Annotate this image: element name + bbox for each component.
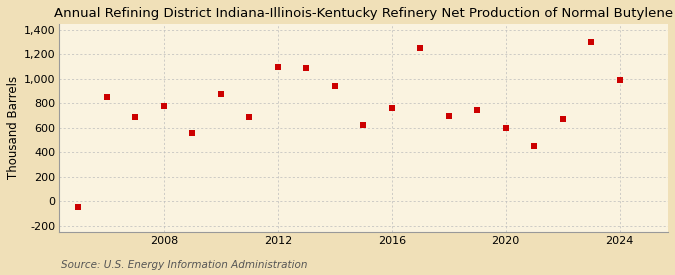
Point [73, 205, 84, 210]
Point [358, 123, 369, 127]
Point [472, 107, 483, 112]
Point [301, 66, 312, 70]
Title: Annual Refining District Indiana-Illinois-Kentucky Refinery Net Production of No: Annual Refining District Indiana-Illinoi… [54, 7, 673, 20]
Point [529, 144, 539, 148]
Point [329, 84, 340, 89]
Point [130, 115, 141, 119]
Point [101, 95, 112, 100]
Point [159, 104, 169, 108]
Y-axis label: Thousand Barrels: Thousand Barrels [7, 76, 20, 180]
Point [558, 117, 568, 122]
Point [614, 78, 625, 82]
Point [386, 106, 397, 111]
Point [443, 114, 454, 118]
Point [244, 115, 254, 119]
Text: Source: U.S. Energy Information Administration: Source: U.S. Energy Information Administ… [61, 260, 307, 270]
Point [500, 126, 511, 130]
Point [273, 65, 284, 69]
Point [187, 131, 198, 135]
Point [215, 92, 226, 97]
Point [586, 40, 597, 45]
Point [415, 46, 426, 51]
